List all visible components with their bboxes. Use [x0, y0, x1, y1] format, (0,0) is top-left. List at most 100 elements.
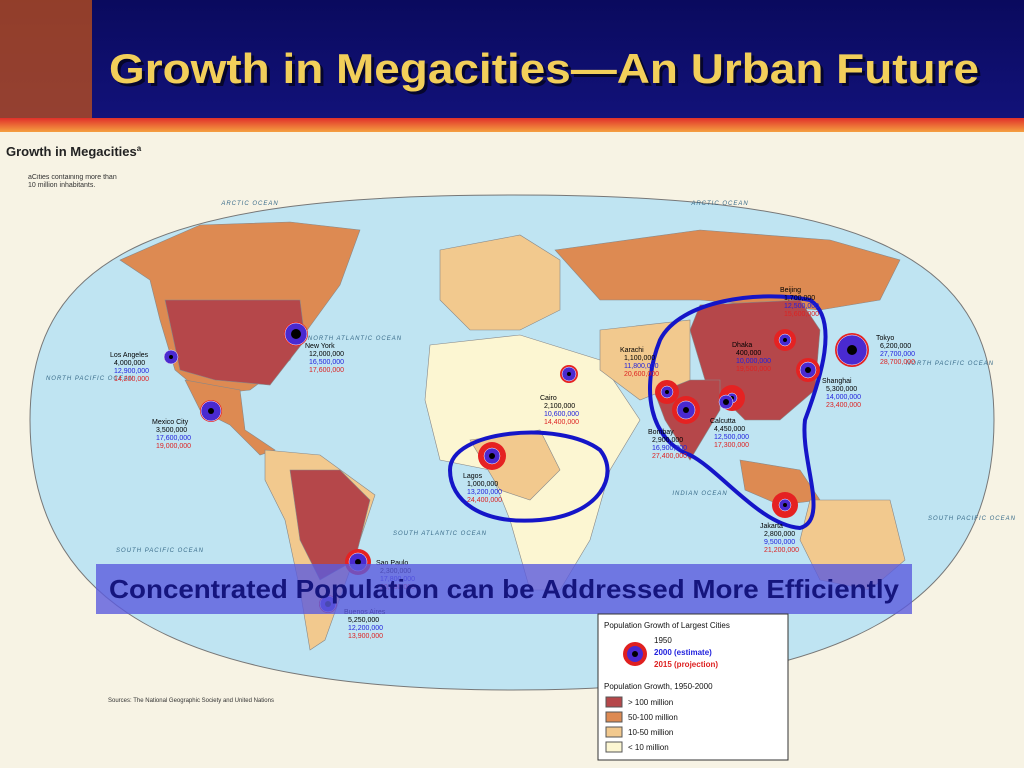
city-ring-1950: [665, 390, 669, 394]
city-2015: 15,600,000: [784, 311, 819, 318]
city-name: Bombay: [648, 429, 674, 436]
city-1950: 3,500,000: [156, 427, 187, 434]
ocean-label: NORTH PACIFIC OCEAN: [46, 376, 134, 382]
africa-loop: [447, 430, 610, 523]
city-1950: 6,200,000: [880, 343, 911, 350]
ocean-label: SOUTH PACIFIC OCEAN: [928, 516, 1016, 522]
city-2000: 16,900,000: [652, 445, 687, 452]
banner: [96, 564, 912, 614]
city-ring-1950: [683, 407, 689, 413]
city-2000: 12,200,000: [348, 625, 383, 632]
city-name: Mexico City: [152, 419, 189, 426]
city-2015: 14,400,000: [544, 419, 579, 426]
legend-swatch: [605, 726, 623, 738]
legend-class-label: 10-50 million: [628, 728, 673, 737]
legend-2015: 2015 (projection): [654, 660, 718, 669]
city-name: Los Angeles: [110, 352, 149, 359]
city-2000: 9,500,000: [764, 539, 795, 546]
city-ring-1950: [783, 338, 787, 342]
city-name: Karachi: [620, 347, 644, 354]
legend-swatch: [605, 696, 623, 708]
city-name: Calcutta: [710, 418, 736, 425]
city-1950: 5,250,000: [348, 617, 379, 624]
city-2000: 12,500,000: [784, 303, 819, 310]
city-name: Dhaka: [732, 342, 752, 349]
city-name: Cairo: [540, 395, 557, 402]
city-ring-1950: [723, 399, 729, 405]
city-2015: 20,600,000: [624, 371, 659, 378]
city-ring-1950: [355, 559, 361, 565]
city-1950: 4,450,000: [714, 426, 745, 433]
city-2015: 23,400,000: [826, 402, 861, 409]
city-ring-1950: [208, 408, 214, 414]
city-1950: 2,900,000: [652, 437, 683, 444]
city-2015: 17,600,000: [309, 367, 344, 374]
city-1950: 12,000,000: [309, 351, 344, 358]
city-2015: 19,000,000: [156, 443, 191, 450]
city-ring-1950: [169, 355, 173, 359]
city-1950: 2,100,000: [544, 403, 575, 410]
map-title-mark: a: [137, 144, 142, 153]
ocean-label: NORTH PACIFIC OCEAN: [906, 361, 994, 367]
city-1950: 1,100,000: [624, 355, 655, 362]
legend-ring-1950: [632, 651, 638, 657]
map-title-text: Growth in Megacities: [6, 144, 137, 159]
city-2015: 19,500,000: [736, 366, 771, 373]
legend-class-label: > 100 million: [628, 698, 673, 707]
legend-swatch: [605, 741, 623, 753]
city-ring-1950: [291, 329, 301, 339]
legend-title: Population Growth of Largest Cities: [604, 621, 730, 630]
city-2015: 17,300,000: [714, 442, 749, 449]
ocean-label: SOUTH ATLANTIC OCEAN: [393, 531, 487, 537]
city-1950: 1,000,000: [467, 481, 498, 488]
city-name: Tokyo: [876, 335, 894, 342]
legend-class-label: 50-100 million: [628, 713, 678, 722]
ocean-label: INDIAN OCEAN: [672, 491, 727, 497]
city-1950: 2,800,000: [764, 531, 795, 538]
legend: Population Growth of Largest Cities 1950…: [597, 613, 789, 761]
city-2015: 13,900,000: [348, 633, 383, 640]
gear-art: [0, 0, 92, 122]
legend-1950: 1950: [654, 636, 672, 645]
city-2000: 14,000,000: [826, 394, 861, 401]
city-2015: 27,400,000: [652, 453, 687, 460]
footnote: aCities containing more than 10 million …: [28, 174, 117, 189]
legend-class-label: < 10 million: [628, 743, 669, 752]
sources: Sources: The National Geographic Society…: [108, 698, 274, 704]
slide-title: Growth in Megacities—An Urban Future: [109, 45, 979, 92]
header-strip: [0, 118, 1024, 132]
city-1950: 400,000: [736, 350, 761, 357]
city-ring-1950: [847, 345, 857, 355]
city-ring-1950: [567, 372, 571, 376]
city-1950: 1,700,000: [784, 295, 815, 302]
city-2015: 14,200,000: [114, 376, 149, 383]
ocean-label: ARCTIC OCEAN: [690, 201, 748, 207]
header: [0, 0, 1024, 122]
city-2000: 13,200,000: [467, 489, 502, 496]
city-2000: 10,600,000: [544, 411, 579, 418]
city-name: Sao Paulo: [376, 560, 408, 567]
banner-text: Concentrated Population can be Addressed…: [109, 574, 900, 604]
city-name: Jakarta: [760, 523, 783, 530]
city-name: Beijing: [780, 287, 801, 294]
title-shadow: Growth in Megacities—An Urban Future: [112, 48, 982, 95]
asia-loop: [648, 294, 828, 531]
city-name: Lagos: [463, 473, 483, 480]
city-2015: 24,400,000: [467, 497, 502, 504]
city-1950: 5,300,000: [826, 386, 857, 393]
legend-2000: 2000 (estimate): [654, 648, 712, 657]
city-ring-1950: [489, 453, 495, 459]
ocean-label: ARCTIC OCEAN: [220, 201, 278, 207]
map-title: Growth in Megacitiesa: [6, 144, 142, 159]
city-2015: 21,200,000: [764, 547, 799, 554]
ocean-label: NORTH ATLANTIC OCEAN: [308, 336, 402, 342]
ocean-label: SOUTH PACIFIC OCEAN: [116, 548, 204, 554]
city-2000: 16,500,000: [309, 359, 344, 366]
city-ring-1950: [805, 367, 811, 373]
legend-box: [597, 613, 789, 761]
city-2000: 17,600,000: [156, 435, 191, 442]
city-ring-1950: [783, 503, 787, 507]
city-2000: 27,700,000: [880, 351, 915, 358]
city-1950: 4,000,000: [114, 360, 145, 367]
